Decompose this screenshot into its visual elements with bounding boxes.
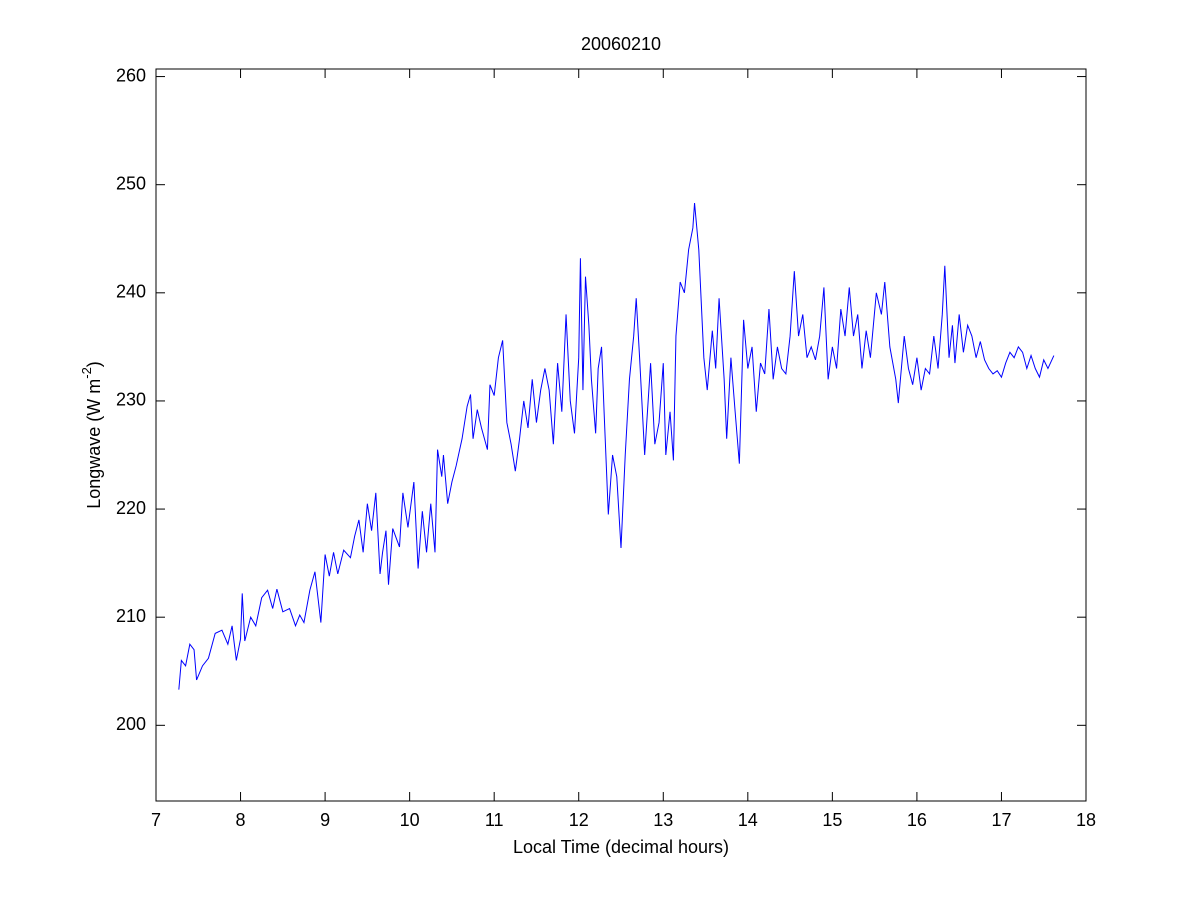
x-tick-label: 17 [991, 810, 1011, 830]
x-tick-label: 18 [1076, 810, 1096, 830]
data-line [178, 203, 1055, 690]
chart-title: 20060210 [581, 34, 661, 54]
x-tick-label: 7 [151, 810, 161, 830]
x-tick-label: 8 [236, 810, 246, 830]
y-tick-label: 240 [116, 282, 146, 302]
x-tick-label: 14 [738, 810, 758, 830]
y-tick-label: 260 [116, 65, 146, 85]
x-tick-label: 15 [822, 810, 842, 830]
axes-box [155, 68, 1087, 802]
x-tick-label: 16 [907, 810, 927, 830]
x-tick-label: 13 [653, 810, 673, 830]
x-tick-label: 10 [400, 810, 420, 830]
y-tick-label: 230 [116, 390, 146, 410]
y-tick-label: 220 [116, 498, 146, 518]
x-tick-label: 12 [569, 810, 589, 830]
y-tick-label: 210 [116, 606, 146, 626]
x-tick-label: 11 [485, 810, 504, 830]
y-label-sup: -2 [79, 367, 94, 379]
y-label-text: Longwave (W m [84, 379, 104, 509]
y-axis-label: Longwave (W m-2) [79, 361, 103, 509]
y-tick-label: 200 [116, 714, 146, 734]
y-tick-label: 250 [116, 173, 146, 193]
x-axis-label: Local Time (decimal hours) [513, 837, 729, 857]
y-label-end: ) [84, 361, 104, 367]
x-tick-label: 9 [320, 810, 330, 830]
